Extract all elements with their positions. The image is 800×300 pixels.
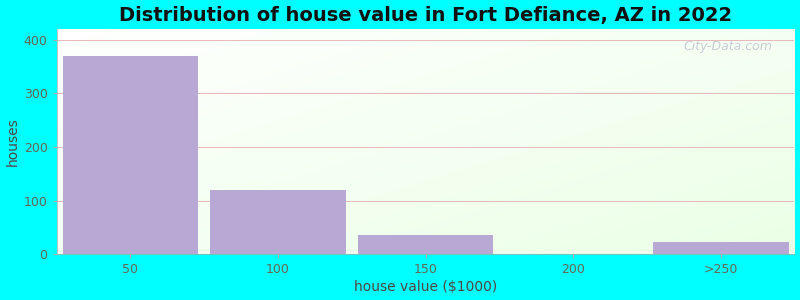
Bar — [210, 190, 346, 254]
Title: Distribution of house value in Fort Defiance, AZ in 2022: Distribution of house value in Fort Defi… — [119, 6, 732, 25]
X-axis label: house value ($1000): house value ($1000) — [354, 280, 497, 294]
Text: City-Data.com: City-Data.com — [683, 40, 772, 53]
Bar — [653, 242, 789, 254]
Y-axis label: houses: houses — [6, 117, 19, 166]
Bar — [62, 56, 198, 254]
Bar — [358, 236, 494, 254]
